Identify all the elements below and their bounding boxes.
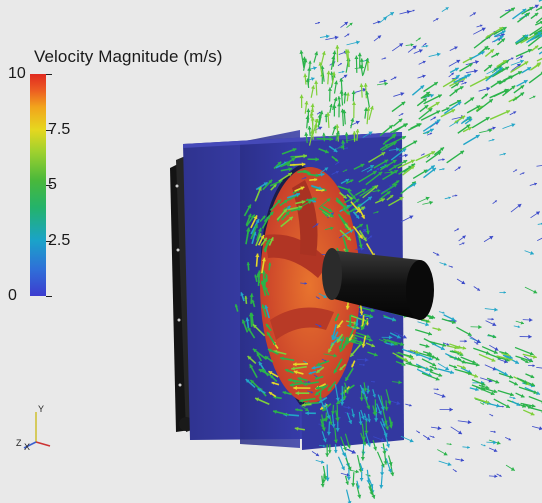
tick-mark	[46, 185, 52, 186]
axis-z-label: Z	[16, 438, 22, 448]
tick-label: 10	[8, 65, 26, 82]
tick-mark	[46, 296, 52, 297]
color-scale-bar	[30, 74, 46, 296]
tick-mark	[46, 240, 52, 242]
tick-label: 5	[48, 176, 57, 193]
axis-y-label: Y	[38, 404, 44, 414]
tick-label: 7.5	[48, 120, 71, 138]
tick-mark	[46, 74, 52, 75]
tick-mark	[46, 129, 52, 131]
axis-x-label: X	[24, 442, 30, 452]
orientation-axes-widget[interactable]: Y Z X	[14, 402, 64, 452]
tick-label: 0	[8, 287, 17, 304]
legend-title: Velocity Magnitude (m/s)	[34, 47, 223, 66]
tick-label: 2.5	[48, 231, 71, 249]
motor-shaft	[322, 248, 434, 320]
